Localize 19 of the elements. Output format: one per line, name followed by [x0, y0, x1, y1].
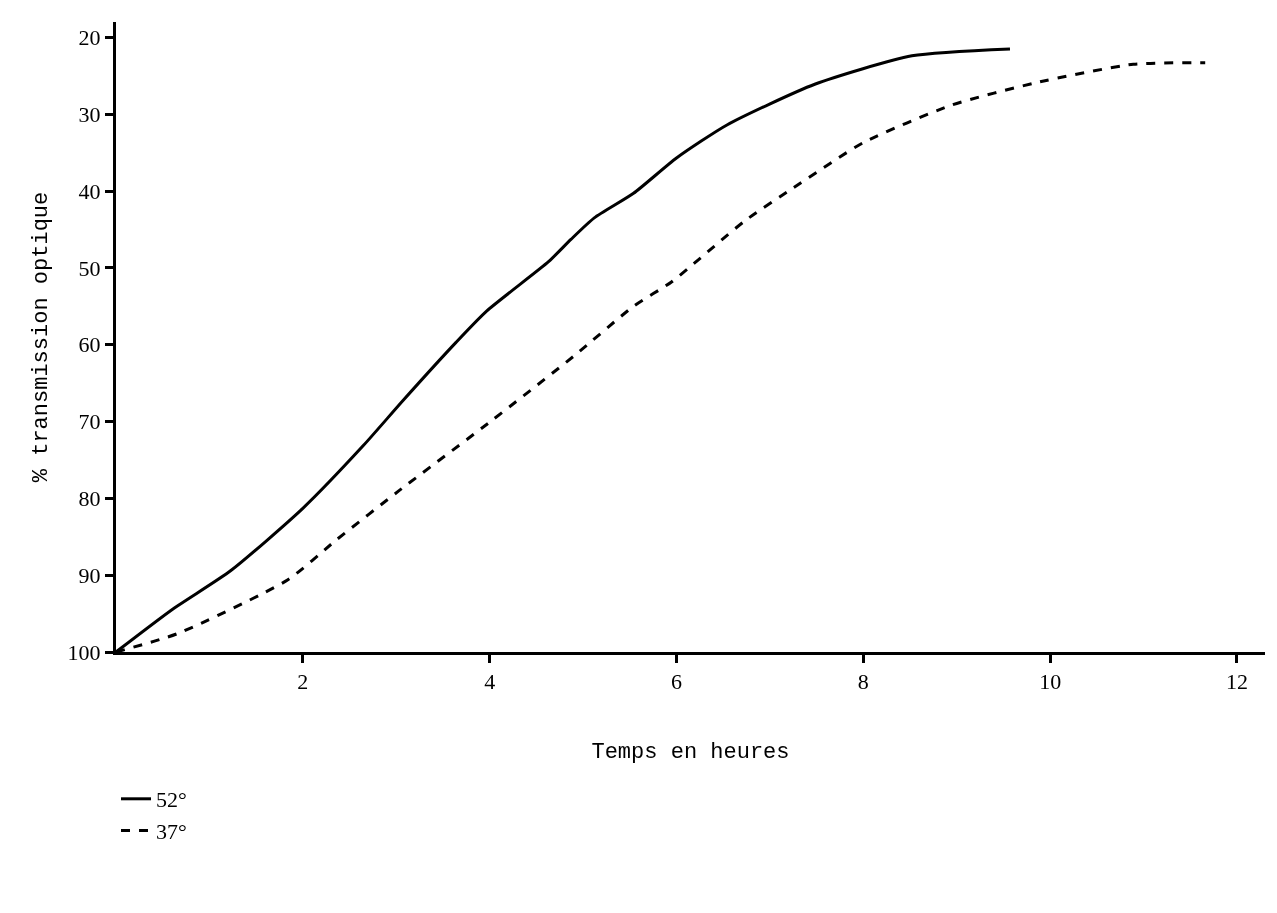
y-tick-label: 70: [78, 409, 101, 435]
y-axis-title: % transmission optique: [29, 191, 55, 483]
y-tick-label: 80: [78, 486, 101, 512]
x-tick-label: 12: [1225, 669, 1248, 695]
y-tick-label: 40: [78, 178, 101, 204]
x-axis-title: Temps en heures: [591, 740, 790, 766]
x-tick-label: 10: [1039, 669, 1062, 695]
y-tick-label: 60: [78, 332, 101, 358]
y-tick-label: 50: [78, 255, 101, 281]
y-tick-label: 100: [67, 639, 101, 665]
x-tick-label: 4: [484, 669, 496, 695]
x-tick-label: 8: [857, 669, 869, 695]
legend-label: 37°: [156, 818, 187, 844]
y-tick-label: 20: [78, 25, 101, 51]
y-tick-label: 30: [78, 101, 101, 127]
y-tick-label: 90: [78, 562, 101, 588]
x-tick-label: 2: [297, 669, 309, 695]
x-tick-label: 6: [670, 669, 682, 695]
legend-label: 52°: [156, 787, 187, 813]
